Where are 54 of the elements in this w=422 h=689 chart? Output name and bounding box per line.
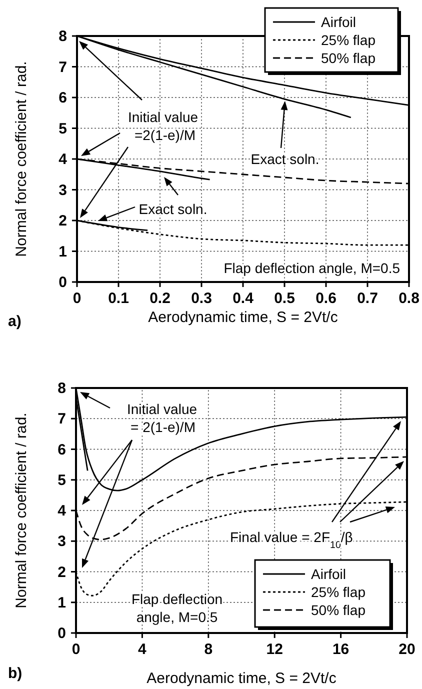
- x-tick-label: 0.1: [108, 290, 129, 307]
- x-tick-label: 0.3: [191, 290, 212, 307]
- legend-label: Airfoil: [311, 566, 346, 582]
- x-tick-label: 20: [398, 641, 416, 658]
- annotation: Initial value: [126, 401, 198, 417]
- y-tick-label: 1: [58, 243, 67, 260]
- y-axis-title: Normal force coefficient / rad.: [13, 61, 30, 257]
- text: b): [8, 665, 22, 682]
- annotation: =2(1-e)/M: [134, 127, 196, 143]
- y-tick-label: 3: [58, 182, 67, 199]
- x-tick-label: 0.7: [357, 290, 378, 307]
- y-tick-label: 6: [58, 90, 67, 106]
- y-tick-label: 6: [58, 441, 66, 458]
- y-tick-label: 7: [58, 410, 66, 428]
- annotation: = 2(1-e)/M: [130, 419, 196, 435]
- annotation: Exact soln.: [138, 201, 208, 217]
- legend-label: Airfoil: [321, 14, 356, 30]
- y-tick-label: 3: [58, 533, 66, 550]
- y-tick-label: 5: [58, 472, 66, 489]
- legend-label: 50% flap: [321, 50, 376, 66]
- y-tick-label: 2: [58, 564, 66, 581]
- legend-label: 50% flap: [311, 602, 366, 618]
- x-tick-label: 0.8: [398, 290, 420, 307]
- x-tick-label: 0.6: [316, 290, 336, 307]
- y-axis-title: Normal force coefficient / rad.: [13, 412, 30, 608]
- x-tick-label: 0: [72, 290, 82, 307]
- y-tick-label: 8: [58, 28, 67, 45]
- annotation: Flap deflection angle, M=0.5: [224, 260, 400, 276]
- x-tick-label: 16: [332, 641, 350, 658]
- legend-label: 25% flap: [321, 32, 376, 48]
- text: a): [8, 313, 22, 330]
- y-tick-label: 0: [58, 625, 66, 642]
- x-tick-label: 4: [138, 641, 148, 658]
- y-tick-label: 7: [58, 58, 67, 76]
- y-tick-label: 8: [58, 380, 66, 397]
- annotation: Flap deflection: [131, 591, 223, 607]
- y-tick-label: 4: [58, 502, 67, 520]
- y-tick-label: 0: [58, 274, 67, 291]
- y-tick-label: 1: [58, 594, 66, 612]
- y-tick-label: 4: [58, 151, 68, 168]
- x-tick-label: 12: [266, 641, 283, 658]
- x-tick-label: 0: [72, 641, 80, 658]
- annotation: Exact soln.: [250, 151, 320, 167]
- x-axis-title: Aerodynamic time, S = 2Vt/c: [148, 309, 338, 326]
- x-tick-label: 0.4: [232, 290, 254, 307]
- y-tick-label: 2: [58, 212, 67, 230]
- x-tick-label: 8: [204, 641, 213, 658]
- annotation: angle, M=0.5: [136, 609, 218, 625]
- y-tick-label: 5: [58, 120, 67, 138]
- annotation: Initial value: [128, 109, 198, 125]
- legend-label: 25% flap: [311, 584, 366, 600]
- x-tick-label: 0.5: [274, 290, 295, 307]
- x-axis-title: Aerodynamic time, S = 2Vt/c: [146, 670, 337, 687]
- x-tick-label: 0.2: [150, 290, 170, 307]
